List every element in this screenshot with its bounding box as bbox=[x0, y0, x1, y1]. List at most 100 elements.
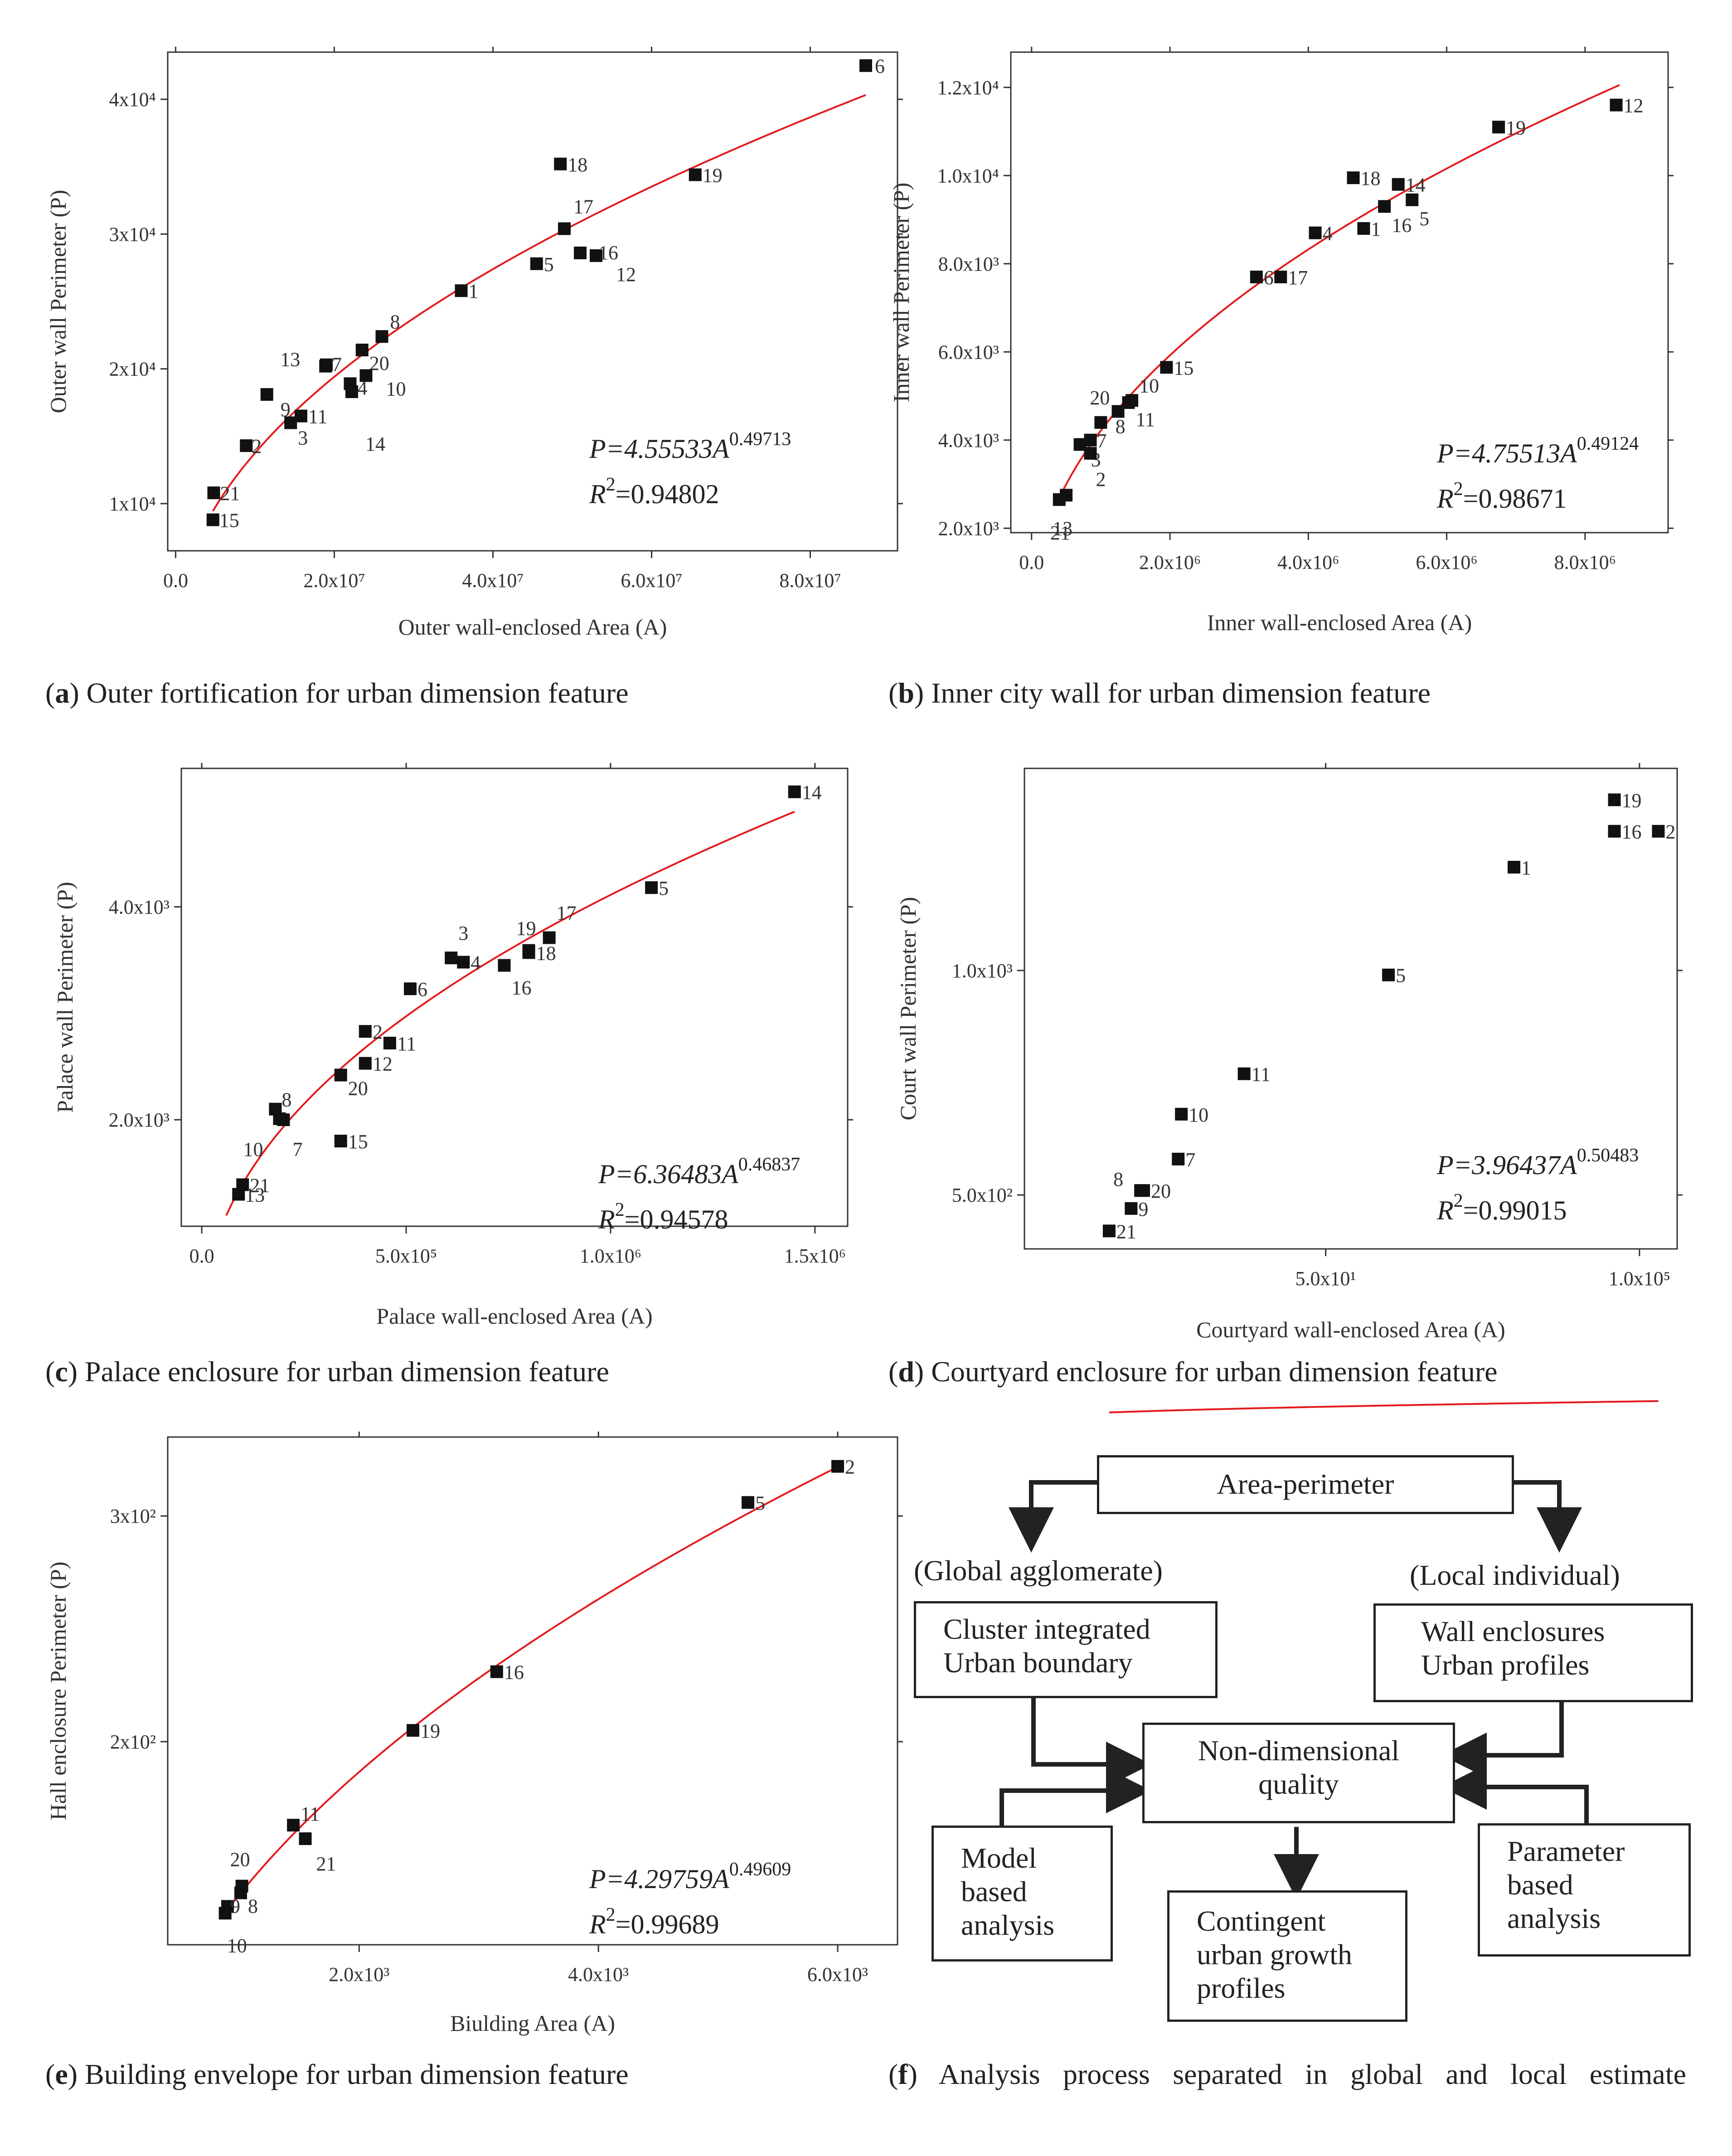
point-label: 12 bbox=[373, 1053, 393, 1075]
arrow-left-center bbox=[1031, 1695, 1151, 1787]
point-label: 10 bbox=[243, 1138, 263, 1161]
equation: P=4.75513A0.49124 bbox=[1436, 433, 1639, 468]
point-label: 2 bbox=[1665, 821, 1675, 843]
chart-e: 2.0x10³ 4.0x10³ 6.0x10³ 2x10² 3x10² Biulding … bbox=[45, 1432, 903, 2036]
data-point bbox=[490, 1665, 503, 1678]
point-label: 4 bbox=[1323, 223, 1333, 245]
fit-curve bbox=[212, 94, 866, 512]
data-point bbox=[742, 1496, 755, 1509]
data-point bbox=[404, 982, 417, 995]
x-axis-label: Outer wall-enclosed Area (A) bbox=[398, 614, 667, 640]
y-tick-label: 3x10⁴ bbox=[109, 223, 156, 245]
data-point bbox=[1508, 860, 1520, 874]
data-point bbox=[359, 369, 373, 382]
point-label: 15 bbox=[1174, 357, 1193, 379]
data-point bbox=[319, 359, 332, 373]
data-point bbox=[1406, 193, 1419, 206]
point-label: 19 bbox=[420, 1720, 440, 1742]
point-label: 2 bbox=[1096, 468, 1106, 490]
data-point bbox=[1084, 447, 1097, 460]
data-point bbox=[1094, 416, 1107, 429]
data-point bbox=[334, 1135, 347, 1148]
x-tick-label: 0.0 bbox=[1019, 551, 1044, 573]
data-point bbox=[260, 388, 273, 401]
point-label: 13 bbox=[280, 349, 300, 371]
fit-curve bbox=[221, 1466, 838, 1918]
point-label: 16 bbox=[504, 1661, 524, 1684]
data-point bbox=[359, 1057, 372, 1070]
caption-d: (d) Courtyard enclosure for urban dimens… bbox=[888, 1355, 1498, 1388]
plot-frame bbox=[180, 767, 849, 1227]
data-point bbox=[498, 959, 511, 972]
data-point bbox=[1274, 270, 1287, 283]
y-tick-label: 2.0x10³ bbox=[938, 517, 999, 539]
point-label: 11 bbox=[1252, 1063, 1271, 1086]
point-label: 14 bbox=[802, 782, 822, 804]
data-point bbox=[1347, 171, 1360, 185]
y-tick-label: 3x10² bbox=[110, 1505, 156, 1527]
data-point bbox=[1102, 1224, 1116, 1238]
data-point bbox=[645, 881, 658, 894]
data-point bbox=[334, 1068, 347, 1082]
point-label: 17 bbox=[557, 902, 577, 924]
plot-frame bbox=[167, 1436, 898, 1946]
data-point bbox=[1250, 270, 1263, 283]
plot-frame bbox=[167, 51, 898, 552]
point-label: 5 bbox=[1396, 965, 1406, 987]
area-perimeter-box: Area-perimeter bbox=[1097, 1455, 1514, 1514]
point-label: 7 bbox=[1097, 430, 1107, 452]
x-tick-label: 6.0x10³ bbox=[807, 1963, 868, 1986]
point-label: 20 bbox=[369, 352, 389, 374]
point-label: 21 bbox=[1116, 1220, 1136, 1243]
chart-a: 0.0 2.0x10⁷ 4.0x10⁷ 6.0x10⁷ 8.0x10⁷ 1x10⁴ 2x10… bbox=[45, 47, 903, 640]
point-label: 1 bbox=[1521, 857, 1531, 879]
data-point bbox=[831, 1460, 844, 1473]
data-point bbox=[1378, 200, 1391, 213]
arrow-top-right bbox=[1514, 1480, 1582, 1553]
wall-enclosures-box: Wall enclosures Urban profiles bbox=[1373, 1603, 1693, 1702]
data-point bbox=[1237, 1067, 1251, 1080]
point-label: 7 bbox=[332, 354, 342, 376]
point-label: 5 bbox=[544, 253, 554, 276]
r-squared: R2=0.99015 bbox=[1436, 1190, 1567, 1225]
data-point bbox=[554, 157, 567, 170]
y-tick-label: 1x10⁴ bbox=[109, 493, 156, 515]
point-label: 5 bbox=[755, 1492, 765, 1514]
y-tick-label: 5.0x10² bbox=[952, 1184, 1013, 1206]
y-tick-label: 4x10⁴ bbox=[109, 88, 156, 111]
data-point bbox=[1608, 825, 1621, 838]
point-label: 9 bbox=[1138, 1198, 1148, 1220]
data-point bbox=[407, 1724, 420, 1737]
data-point bbox=[1122, 396, 1135, 409]
chart-c: 0.0 5.0x10⁵ 1.0x10⁶ 1.5x10⁶ 2.0x10³ 4.0x10³ Pa… bbox=[52, 763, 853, 1329]
x-axis-label: Palace wall-enclosed Area (A) bbox=[376, 1303, 652, 1329]
y-tick-label: 1.0x10³ bbox=[952, 960, 1013, 982]
point-label: 10 bbox=[227, 1934, 247, 1957]
caption-e: (e) Building envelope for urban dimensio… bbox=[45, 2058, 629, 2090]
x-tick-label: 6.0x10⁶ bbox=[1416, 551, 1477, 573]
point-label: 18 bbox=[568, 154, 587, 176]
x-tick-label: 1.0x10⁶ bbox=[580, 1245, 641, 1267]
plot-frame bbox=[1024, 767, 1678, 1250]
point-label: 19 bbox=[1506, 117, 1526, 139]
point-label: 17 bbox=[1288, 267, 1308, 289]
point-label: 16 bbox=[511, 977, 531, 999]
point-label: 1 bbox=[469, 280, 479, 302]
data-point bbox=[232, 1188, 245, 1201]
r-squared: R2=0.99689 bbox=[589, 1904, 719, 1939]
data-point bbox=[530, 257, 543, 270]
y-tick-label: 8.0x10³ bbox=[938, 253, 999, 275]
cluster-box: Cluster integrated Urban boundary bbox=[914, 1601, 1218, 1698]
data-point bbox=[218, 1907, 232, 1920]
y-axis-label: Inner wall Perimeter (P) bbox=[888, 183, 914, 403]
data-point bbox=[1309, 226, 1322, 239]
data-point bbox=[355, 344, 369, 357]
point-label: 4 bbox=[471, 952, 480, 974]
point-label: 2 bbox=[252, 435, 262, 457]
y-axis-label: Hall enclosure Perimeter (P) bbox=[45, 1562, 71, 1821]
point-label: 15 bbox=[219, 510, 239, 532]
x-tick-label: 0.0 bbox=[163, 569, 188, 592]
point-label: 7 bbox=[292, 1138, 302, 1161]
x-tick-label: 4.0x10⁶ bbox=[1277, 551, 1339, 573]
point-label: 2 bbox=[845, 1456, 855, 1478]
